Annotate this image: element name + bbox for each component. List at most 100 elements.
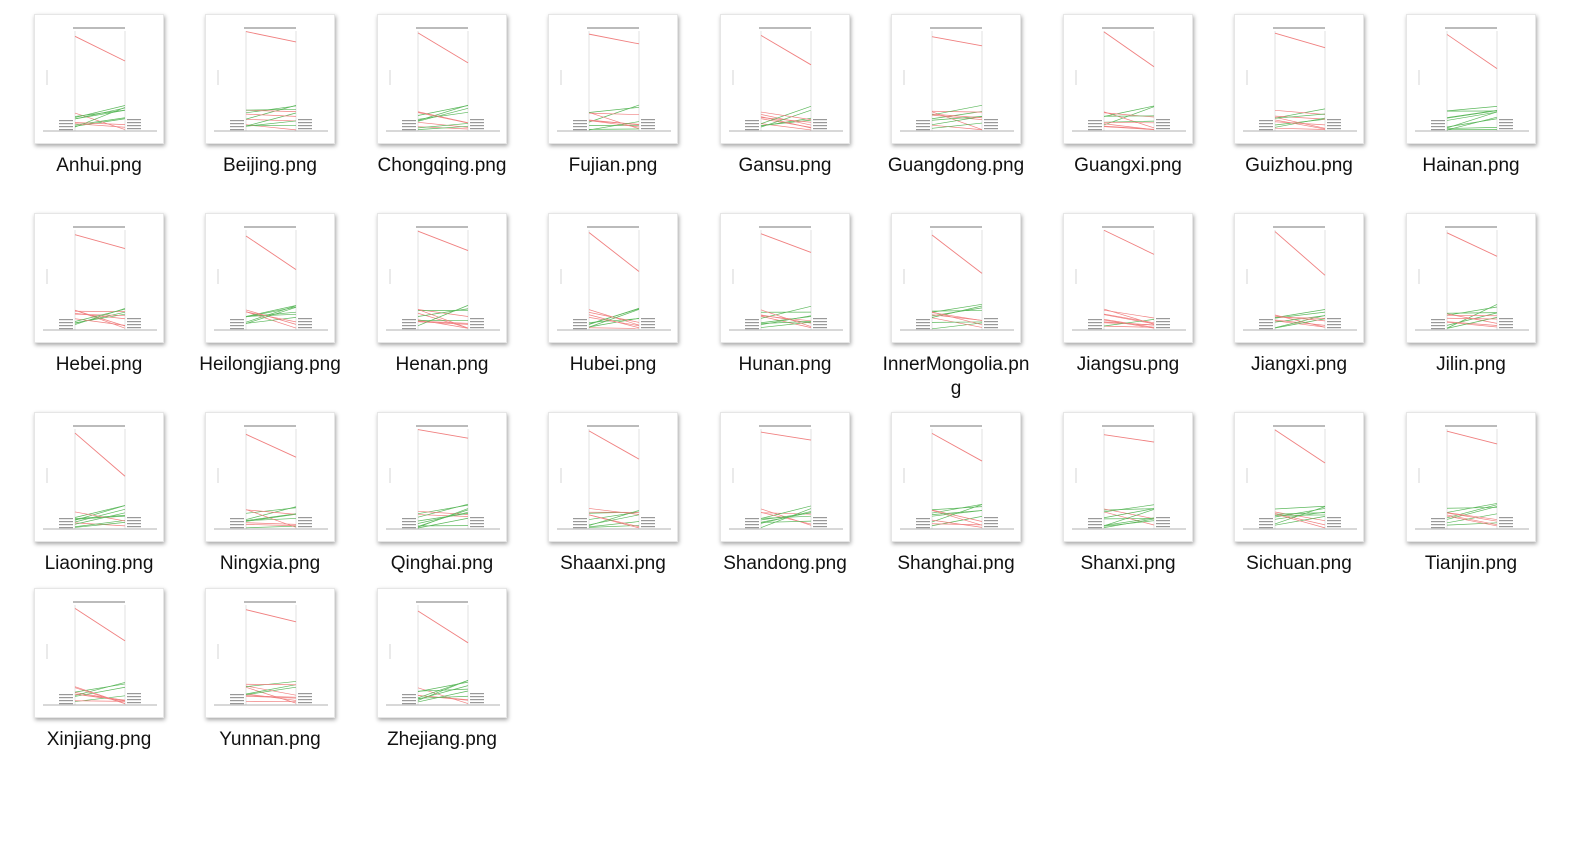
file-name[interactable]: Jilin.png	[1436, 354, 1506, 375]
thumb-label-mark	[59, 123, 73, 125]
file-name[interactable]: Hunan.png	[738, 354, 832, 375]
file-item[interactable]: Tianjin.png	[1392, 412, 1550, 602]
thumb-line	[588, 106, 640, 113]
file-name[interactable]: InnerMongolia.png	[882, 354, 1030, 399]
file-name[interactable]: Anhui.png	[56, 155, 142, 176]
file-name[interactable]: Guizhou.png	[1245, 155, 1353, 176]
file-thumbnail[interactable]	[34, 14, 164, 144]
file-thumbnail[interactable]	[1406, 213, 1536, 343]
file-thumbnail[interactable]	[1063, 213, 1193, 343]
file-name[interactable]: Ningxia.png	[219, 553, 321, 574]
file-thumbnail[interactable]	[720, 412, 850, 542]
slope-chart-icon	[386, 226, 500, 331]
file-item[interactable]: Chongqing.png	[363, 14, 521, 204]
file-thumbnail[interactable]	[548, 14, 678, 144]
file-name[interactable]: Zhejiang.png	[387, 729, 497, 750]
thumb-label-mark	[1088, 123, 1102, 125]
file-item[interactable]: Shanghai.png	[877, 412, 1035, 602]
file-thumbnail[interactable]	[377, 588, 507, 718]
file-name[interactable]: Sichuan.png	[1246, 553, 1352, 574]
file-thumbnail[interactable]	[205, 588, 335, 718]
file-name[interactable]: Hebei.png	[55, 354, 143, 375]
file-item[interactable]: Qinghai.png	[363, 412, 521, 602]
file-item[interactable]: Anhui.png	[20, 14, 178, 204]
file-thumbnail[interactable]	[377, 14, 507, 144]
file-name[interactable]: Heilongjiang.png	[199, 354, 341, 375]
file-thumbnail[interactable]	[1406, 412, 1536, 542]
file-name[interactable]: Shandong.png	[723, 553, 847, 574]
file-thumbnail[interactable]	[1063, 412, 1193, 542]
file-item[interactable]: Fujian.png	[534, 14, 692, 204]
file-name[interactable]: Gansu.png	[738, 155, 832, 176]
file-thumbnail[interactable]	[891, 213, 1021, 343]
file-thumbnail[interactable]	[1234, 14, 1364, 144]
file-item[interactable]: Xinjiang.png	[20, 588, 178, 778]
file-item[interactable]: Gansu.png	[706, 14, 864, 204]
file-item[interactable]: Jilin.png	[1392, 213, 1550, 403]
file-item[interactable]: Jiangsu.png	[1049, 213, 1207, 403]
file-thumbnail[interactable]	[205, 14, 335, 144]
file-name[interactable]: Fujian.png	[568, 155, 658, 176]
file-name[interactable]: Guangxi.png	[1074, 155, 1182, 176]
file-item[interactable]: Jiangxi.png	[1220, 213, 1378, 403]
file-item[interactable]: Shaanxi.png	[534, 412, 692, 602]
file-name[interactable]: Shaanxi.png	[560, 553, 666, 574]
file-item[interactable]: Hunan.png	[706, 213, 864, 403]
file-item[interactable]: Heilongjiang.png	[191, 213, 349, 403]
file-thumbnail[interactable]	[377, 213, 507, 343]
file-name[interactable]: Tianjin.png	[1424, 553, 1518, 574]
file-name[interactable]: Xinjiang.png	[46, 729, 152, 750]
file-thumbnail[interactable]	[548, 412, 678, 542]
file-thumbnail[interactable]	[1063, 14, 1193, 144]
file-item[interactable]: Liaoning.png	[20, 412, 178, 602]
file-thumbnail[interactable]	[720, 213, 850, 343]
file-name[interactable]: Qinghai.png	[390, 553, 494, 574]
file-name[interactable]: Shanxi.png	[1080, 553, 1176, 574]
thumb-label-mark	[984, 517, 998, 519]
file-thumbnail[interactable]	[205, 412, 335, 542]
file-name[interactable]: Henan.png	[395, 354, 489, 375]
file-thumbnail[interactable]	[377, 412, 507, 542]
file-item[interactable]: Guangdong.png	[877, 14, 1035, 204]
thumb-line	[1274, 115, 1326, 120]
file-name[interactable]: Chongqing.png	[377, 155, 507, 176]
file-thumbnail[interactable]	[891, 14, 1021, 144]
file-item[interactable]: Beijing.png	[191, 14, 349, 204]
file-item[interactable]: Henan.png	[363, 213, 521, 403]
file-thumbnail[interactable]	[34, 412, 164, 542]
file-thumbnail[interactable]	[1234, 412, 1364, 542]
file-thumbnail[interactable]	[720, 14, 850, 144]
thumb-line	[931, 510, 983, 526]
thumb-label-mark	[573, 325, 587, 327]
file-thumbnail[interactable]	[34, 588, 164, 718]
file-item[interactable]: InnerMongolia.png	[877, 213, 1035, 403]
file-thumbnail[interactable]	[548, 213, 678, 343]
file-name[interactable]: Liaoning.png	[44, 553, 154, 574]
file-item[interactable]: Guizhou.png	[1220, 14, 1378, 204]
file-name[interactable]: Jiangsu.png	[1076, 354, 1180, 375]
file-item[interactable]: Guangxi.png	[1049, 14, 1207, 204]
file-item[interactable]: Yunnan.png	[191, 588, 349, 778]
file-item[interactable]: Hebei.png	[20, 213, 178, 403]
file-name[interactable]: Jiangxi.png	[1250, 354, 1348, 375]
file-name[interactable]: Hubei.png	[569, 354, 657, 375]
file-thumbnail[interactable]	[1234, 213, 1364, 343]
file-name[interactable]: Hainan.png	[1422, 155, 1520, 176]
file-item[interactable]: Shanxi.png	[1049, 412, 1207, 602]
file-item[interactable]: Hainan.png	[1392, 14, 1550, 204]
file-name[interactable]: Beijing.png	[222, 155, 318, 176]
file-thumbnail[interactable]	[205, 213, 335, 343]
file-thumbnail[interactable]	[34, 213, 164, 343]
file-item[interactable]: Sichuan.png	[1220, 412, 1378, 602]
file-thumbnail[interactable]	[891, 412, 1021, 542]
file-name[interactable]: Yunnan.png	[219, 729, 321, 750]
file-item[interactable]: Shandong.png	[706, 412, 864, 602]
file-name[interactable]: Shanghai.png	[897, 553, 1015, 574]
file-item[interactable]: Ningxia.png	[191, 412, 349, 602]
thumb-label-mark	[1156, 523, 1170, 525]
thumb-line	[1446, 126, 1498, 129]
file-item[interactable]: Zhejiang.png	[363, 588, 521, 778]
file-item[interactable]: Hubei.png	[534, 213, 692, 403]
file-thumbnail[interactable]	[1406, 14, 1536, 144]
file-name[interactable]: Guangdong.png	[887, 155, 1025, 176]
